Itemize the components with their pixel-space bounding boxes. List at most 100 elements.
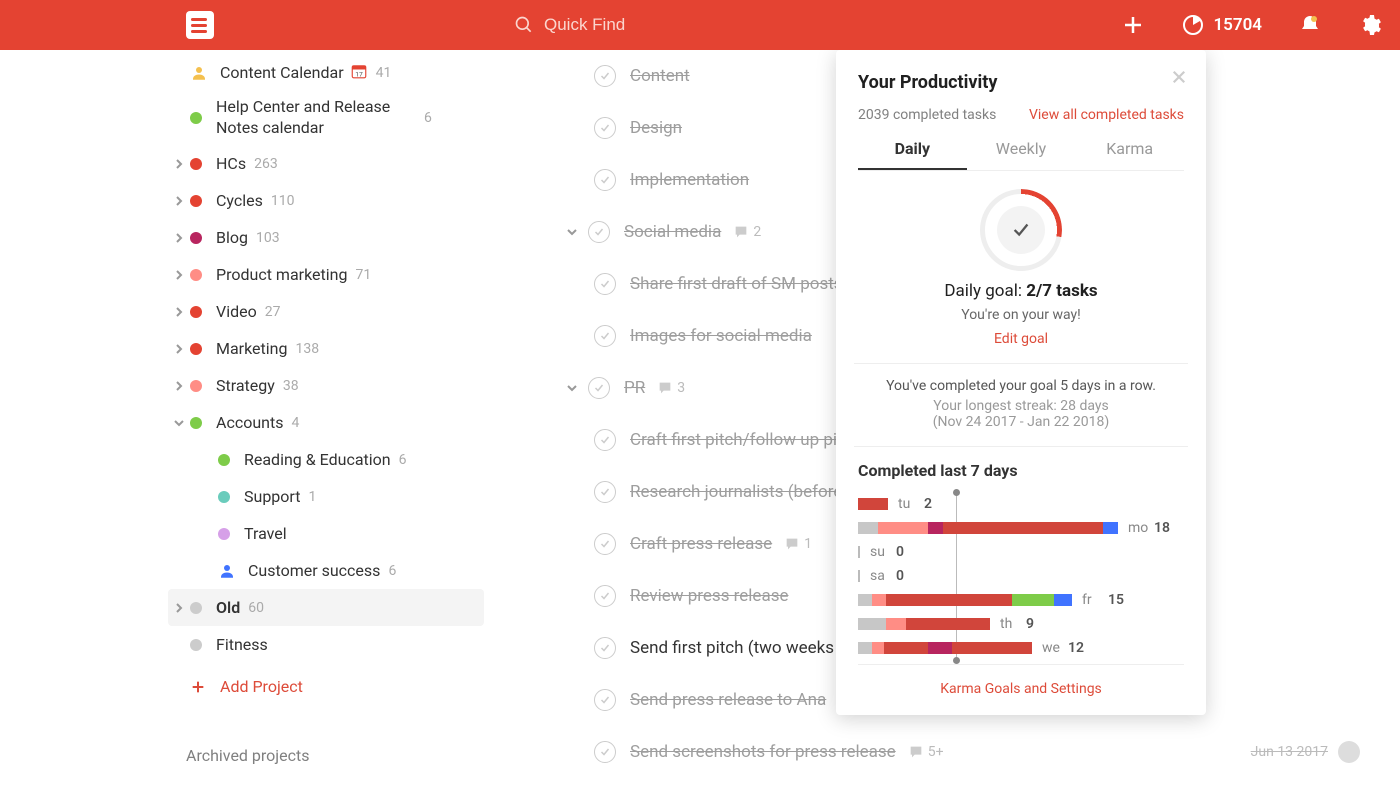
project-count: 138 [295,341,319,357]
project-count: 263 [254,156,278,172]
task-date: Jun 13 2017 [1251,744,1328,760]
task-checkbox[interactable] [594,117,616,139]
sidebar-project[interactable]: Fitness [168,626,484,663]
chart-day-label: su [870,544,896,560]
topbar-actions: 15704 [1121,13,1382,37]
edit-goal-link[interactable]: Edit goal [858,331,1184,347]
main-content: ContentDesignImplementationSocial media2… [484,50,1400,811]
comment-count[interactable]: 1 [784,536,812,552]
comment-count[interactable]: 3 [657,380,685,396]
project-label: Cycles [216,191,263,210]
project-label: Strategy [216,376,275,395]
collapse-icon[interactable] [562,227,582,237]
archived-projects[interactable]: Archived projects [168,696,484,765]
tab-weekly[interactable]: Weekly [967,139,1076,170]
karma-points: 15704 [1213,15,1262,35]
sidebar-project[interactable]: Customer success6 [168,552,484,589]
task-text: Craft first pitch/follow up pit [630,430,843,450]
project-label: Accounts [216,413,283,432]
project-color-dot [190,380,202,392]
task-text: Research journalists (before [630,482,842,502]
search-input[interactable] [544,15,765,35]
notifications-icon[interactable] [1298,13,1322,37]
topbar: 15704 [0,0,1400,50]
chart-day-value: 18 [1154,520,1170,536]
sidebar-project[interactable]: Reading & Education6 [168,441,484,478]
chart-day-label: we [1042,640,1068,656]
sidebar-project[interactable]: Support1 [168,478,484,515]
sidebar-project[interactable]: Content Calendar1741 [168,54,484,91]
task-checkbox[interactable] [594,273,616,295]
task-checkbox[interactable] [588,377,610,399]
project-count: 1 [308,489,316,505]
karma-pie-icon [1181,13,1205,37]
chart-day-label: sa [870,568,896,584]
add-project-button[interactable]: Add Project [168,663,484,696]
karma-settings-link[interactable]: Karma Goals and Settings [858,664,1184,697]
view-all-completed-link[interactable]: View all completed tasks [1029,107,1184,123]
task-checkbox[interactable] [594,481,616,503]
checkmark-icon [1010,219,1032,241]
app-logo[interactable] [186,11,214,39]
sidebar-project[interactable]: Blog103 [168,219,484,256]
tab-karma[interactable]: Karma [1075,139,1184,170]
search-wrap [514,15,765,35]
task-checkbox[interactable] [594,169,616,191]
project-count: 71 [355,267,371,283]
project-label: Help Center and Release Notes calendar [216,97,416,139]
project-label: Marketing [216,339,287,358]
close-icon[interactable] [1170,68,1188,90]
project-count: 6 [399,452,407,468]
sidebar-project[interactable]: Help Center and Release Notes calendar6 [168,91,484,145]
task-checkbox[interactable] [594,65,616,87]
svg-text:17: 17 [355,70,363,78]
chevron-icon [168,603,190,613]
settings-gear-icon[interactable] [1358,13,1382,37]
calendar-icon: 17 [344,62,368,84]
project-color-dot [218,454,230,466]
sidebar-project[interactable]: Travel [168,515,484,552]
task-checkbox[interactable] [594,741,616,763]
add-icon[interactable] [1121,13,1145,37]
task-checkbox[interactable] [594,585,616,607]
collapse-icon[interactable] [562,383,582,393]
sidebar-project[interactable]: Product marketing71 [168,256,484,293]
task-checkbox[interactable] [594,325,616,347]
tab-daily[interactable]: Daily [858,139,967,170]
project-color-dot [190,195,202,207]
task-checkbox[interactable] [594,637,616,659]
person-icon [218,562,236,580]
comment-count[interactable]: 5+ [908,744,944,760]
chart-day-row: we12 [858,636,1184,660]
sidebar-project[interactable]: Old60 [168,589,484,626]
karma-button[interactable]: 15704 [1181,13,1262,37]
productivity-title: Your Productivity [858,72,1184,93]
chart-day-value: 0 [896,544,904,560]
task-text: Social media [624,222,721,242]
project-color-dot [190,158,202,170]
sidebar-project[interactable]: Accounts4 [168,404,484,441]
task-text: PR [624,378,645,398]
task-checkbox[interactable] [588,221,610,243]
chart-day-value: 9 [1026,616,1034,632]
productivity-tabs: Daily Weekly Karma [858,139,1184,171]
task-checkbox[interactable] [594,429,616,451]
project-color-dot [190,417,202,429]
project-label: HCs [216,154,246,173]
task-checkbox[interactable] [594,533,616,555]
sidebar-project[interactable]: Marketing 138 [168,330,484,367]
task-row[interactable]: Send screenshots for press release5+Jun … [562,726,1400,778]
project-label: Travel [244,524,287,543]
chart-day-label: fr [1082,592,1108,608]
sidebar: Content Calendar1741Help Center and Rele… [0,50,484,811]
sidebar-project[interactable]: Strategy38 [168,367,484,404]
assignee-avatar[interactable] [1338,741,1360,763]
chart-day-row: fr15 [858,588,1184,612]
chevron-icon [168,233,190,243]
sidebar-project[interactable]: HCs 263 [168,145,484,182]
chart-day-value: 0 [896,568,904,584]
sidebar-project[interactable]: Cycles110 [168,182,484,219]
task-checkbox[interactable] [594,689,616,711]
comment-count[interactable]: 2 [733,224,761,240]
sidebar-project[interactable]: Video27 [168,293,484,330]
